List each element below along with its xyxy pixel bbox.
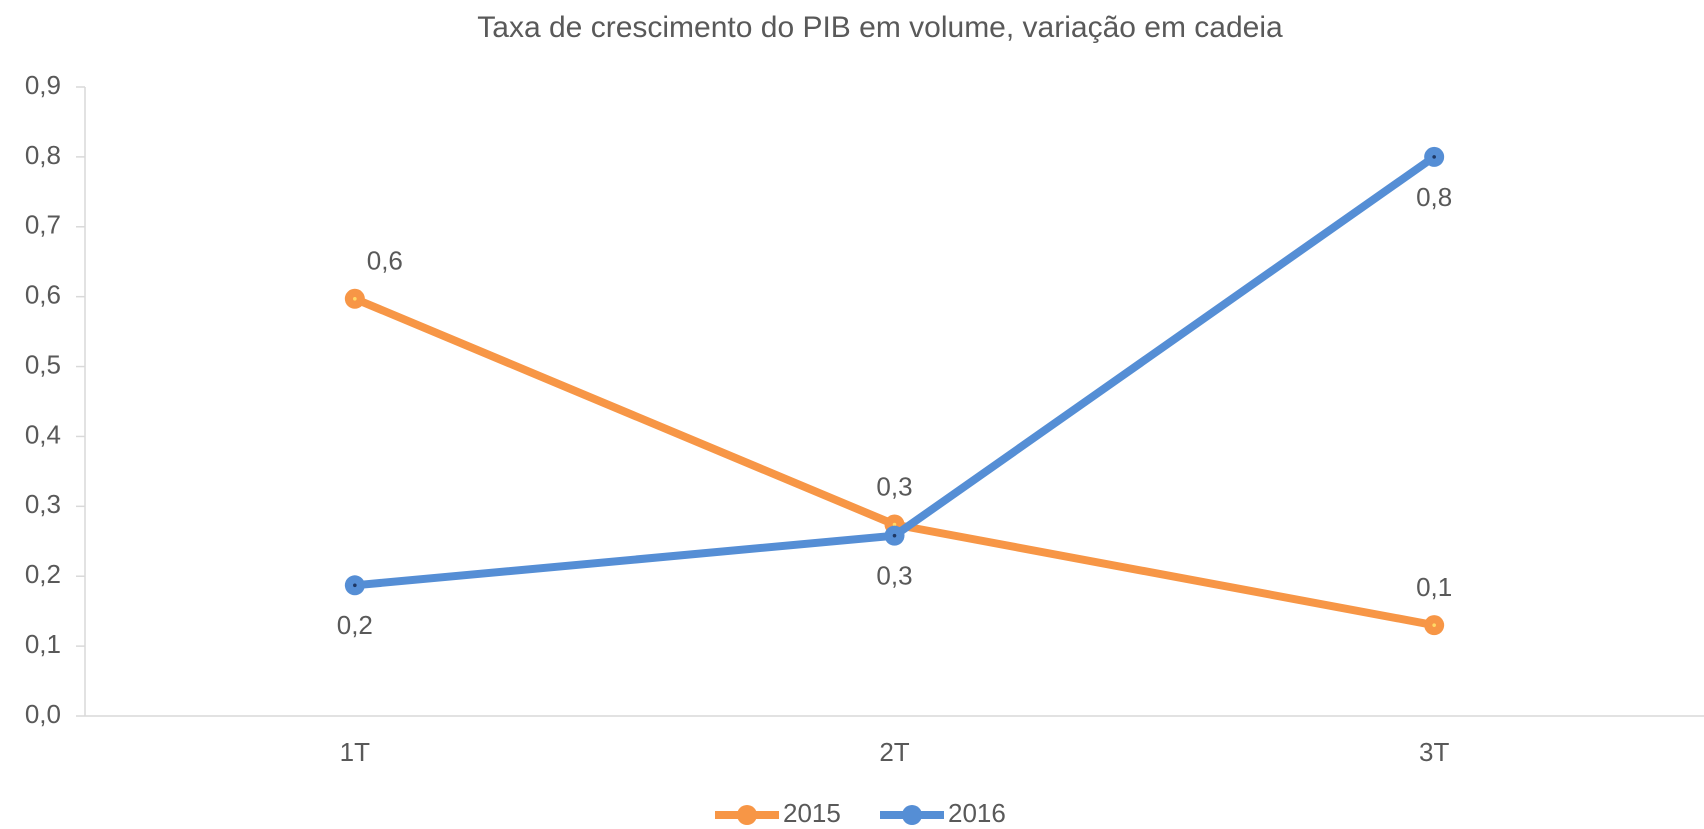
y-tick-label: 0,3 [25, 489, 61, 519]
legend-marker [737, 805, 757, 825]
data-label: 0,3 [876, 561, 912, 591]
legend-label: 2015 [783, 798, 841, 828]
marker-dot [1432, 155, 1436, 159]
legend-marker [902, 805, 922, 825]
y-tick-label: 0,4 [25, 419, 61, 449]
data-label: 0,8 [1416, 182, 1452, 212]
marker-dot [892, 522, 897, 527]
y-tick-label: 0,9 [25, 70, 61, 100]
marker-dot [892, 533, 897, 538]
y-tick-label: 0,1 [25, 629, 61, 659]
legend-label: 2016 [948, 798, 1006, 828]
y-tick-label: 0,7 [25, 210, 61, 240]
y-tick-label: 0,6 [25, 280, 61, 310]
data-label: 0,3 [876, 471, 912, 501]
chart-title: Taxa de crescimento do PIB em volume, va… [477, 11, 1283, 44]
x-tick-label: 2T [879, 737, 909, 767]
data-label: 0,6 [367, 246, 403, 276]
y-tick-label: 0,0 [25, 699, 61, 729]
x-tick-label: 3T [1419, 737, 1449, 767]
y-tick-label: 0,5 [25, 349, 61, 379]
marker-dot [353, 583, 357, 588]
data-label: 0,1 [1416, 572, 1452, 602]
y-tick-label: 0,2 [25, 559, 61, 589]
x-tick-label: 1T [340, 737, 370, 767]
data-label: 0,2 [337, 610, 373, 640]
marker-dot [353, 296, 357, 301]
marker-dot [1432, 623, 1436, 627]
y-tick-label: 0,8 [25, 140, 61, 170]
